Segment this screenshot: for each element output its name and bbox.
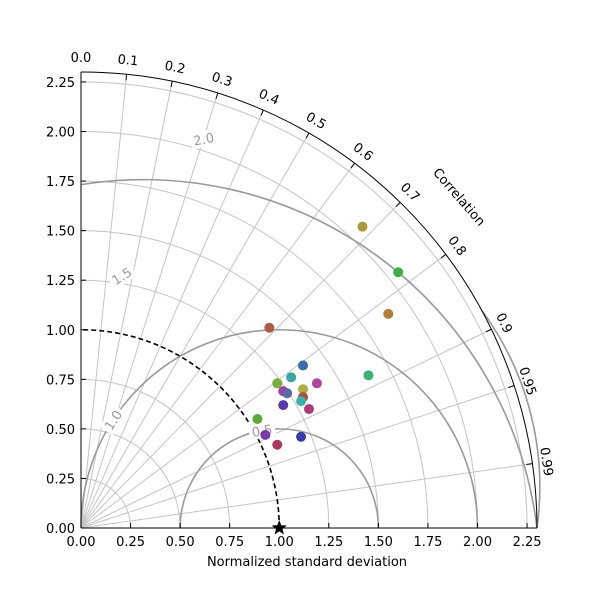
correlation-axis-label: Correlation: [429, 166, 487, 230]
std-grid-arc: [80, 378, 231, 529]
x-tick-label: 0.00: [67, 535, 96, 550]
correlation-tick-label: 0.0: [71, 51, 92, 66]
data-point: [363, 370, 374, 381]
correlation-tick: [485, 328, 492, 333]
y-tick-label: 0.00: [46, 522, 75, 537]
rms-contour-layer: 0.51.01.52.0: [80, 128, 541, 529]
correlation-tick: [260, 109, 264, 116]
rms-contour-arc: [480, 309, 541, 529]
points-layer: [252, 221, 404, 535]
data-point: [383, 308, 394, 319]
correlation-tick: [440, 254, 447, 259]
x-tick-label: 0.25: [116, 535, 145, 550]
correlation-tick-label: 0.95: [515, 365, 538, 397]
y-tick-label: 1.50: [46, 225, 75, 240]
x-tick-label: 0.75: [215, 535, 244, 550]
x-tick-label: 1.50: [364, 535, 393, 550]
correlation-grid-line: [80, 385, 515, 529]
data-point: [264, 322, 275, 333]
std-grid-arc: [80, 428, 181, 529]
data-point: [272, 378, 283, 389]
correlation-grid-line: [80, 109, 264, 529]
y-tick-label: 1.00: [46, 324, 75, 339]
y-tick-label: 2.25: [46, 76, 75, 91]
std-grid-arc: [80, 279, 330, 529]
correlation-grid-line: [80, 81, 173, 529]
std-grid-arc: [80, 81, 528, 529]
data-point: [298, 360, 309, 371]
correlation-tick-label: 0.3: [210, 70, 234, 91]
correlation-grid-line: [80, 92, 219, 529]
correlation-tick: [350, 162, 355, 169]
correlation-tick-label: 0.8: [444, 234, 468, 260]
correlation-tick-label: 0.99: [536, 446, 555, 477]
correlation-tick: [215, 92, 219, 99]
outer-arc: [80, 71, 538, 529]
rms-contour-label: 2.0: [192, 131, 215, 150]
correlation-tick: [395, 202, 401, 208]
rms-contour-arc: [80, 328, 479, 529]
x-tick-label: 2.00: [463, 535, 492, 550]
correlation-grid-line: [80, 162, 355, 529]
axes-layer: 0.00 0.25 0.50 0.75 1.00 1.25 1.50 1.75 2.00 2.25…: [46, 51, 555, 550]
correlation-tick-label: 0.6: [350, 140, 376, 164]
y-tick-label: 0.75: [46, 373, 75, 388]
correlation-tick-label: 0.4: [256, 87, 281, 109]
std-grid-arc: [80, 230, 379, 529]
data-point: [278, 400, 289, 411]
rms-contour-label-bg: [99, 404, 127, 436]
std-grid-arc: [80, 131, 478, 529]
rms-contour-arc: [179, 428, 380, 529]
data-point: [298, 384, 309, 395]
correlation-tick-label: 0.1: [117, 52, 139, 69]
x-tick-label: 1.75: [413, 535, 442, 550]
reference-star-marker: [271, 520, 287, 535]
x-axis-label: Normalized standard deviation: [207, 555, 407, 570]
data-point: [296, 396, 307, 407]
grid-layer: [80, 74, 533, 529]
y-tick-label: 2.00: [46, 126, 75, 141]
correlation-tick: [508, 385, 515, 388]
data-point: [357, 221, 368, 232]
data-point: [282, 388, 293, 399]
correlation-tick: [526, 463, 533, 466]
rms-contour-label-bg: [106, 262, 137, 290]
y-tick-label: 0.50: [46, 423, 75, 438]
data-point: [393, 267, 404, 278]
data-point: [252, 413, 263, 424]
rms-contour-label-bg: [189, 128, 218, 150]
data-point: [311, 378, 322, 389]
correlation-grid-line: [80, 202, 401, 529]
correlation-tick: [125, 74, 128, 81]
y-tick-label: 1.25: [46, 274, 75, 289]
data-point: [272, 439, 283, 450]
y-tick-label: 0.25: [46, 472, 75, 487]
label-layer: Normalized standard deviation Correlatio…: [207, 166, 488, 570]
correlation-grid-line: [80, 463, 533, 529]
reference-std-arc: [80, 328, 281, 529]
correlation-tick-label: 0.5: [303, 110, 328, 133]
y-tick-label: 1.75: [46, 175, 75, 190]
correlation-tick-label: 0.2: [163, 59, 186, 78]
correlation-grid-line: [80, 74, 128, 529]
x-tick-label: 1.00: [265, 535, 294, 550]
correlation-tick-label: 0.7: [397, 180, 422, 205]
data-point: [260, 429, 271, 440]
std-grid-arc: [80, 180, 429, 529]
correlation-tick: [170, 81, 173, 88]
data-point: [303, 404, 314, 415]
x-tick-label: 2.25: [513, 535, 542, 550]
x-tick-label: 1.25: [314, 535, 343, 550]
x-tick-label: 0.50: [166, 535, 195, 550]
data-point: [286, 372, 297, 383]
rms-contour-arc: [80, 178, 538, 529]
correlation-grid-line: [80, 132, 310, 529]
correlation-grid-line: [80, 254, 447, 529]
correlation-tick: [305, 132, 310, 139]
data-point: [296, 431, 307, 442]
